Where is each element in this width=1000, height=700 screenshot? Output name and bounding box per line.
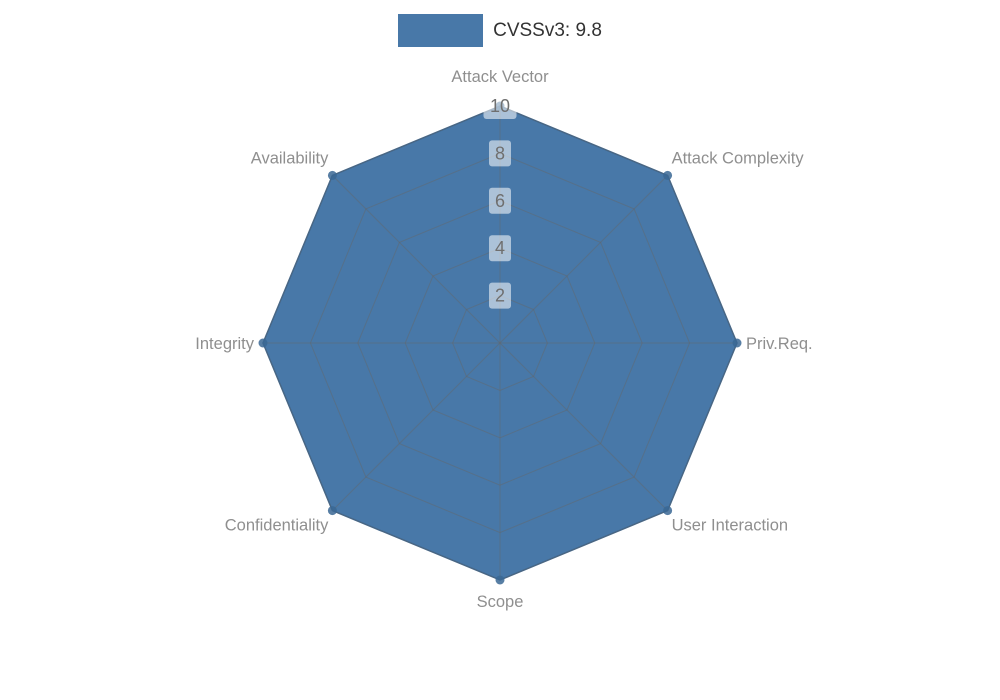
series-point [327,506,337,516]
grid-ring [357,200,643,486]
series-point [732,338,742,348]
series-point [663,170,673,180]
series-point [327,170,337,180]
axis-label: Availability [251,149,329,167]
axis-label: Scope [477,593,524,611]
axis-label: User Interaction [672,517,788,535]
grid-spoke [332,342,501,511]
tick-label-bg [489,282,511,309]
axis-label: Attack Complexity [672,149,805,167]
axis-label: Confidentiality [225,517,329,535]
tick-label-bg [489,235,511,262]
tick-label-bg [489,187,511,214]
tick-label: 6 [495,191,505,211]
series-point [258,338,268,348]
grid-spoke [499,342,668,511]
tick-label: 4 [495,238,505,258]
tick-label: 8 [495,143,505,163]
tick-label-bg [489,140,511,167]
axis-label: Priv.Req. [746,335,813,353]
axis-label: Integrity [195,335,254,353]
series-point [495,575,505,585]
tick-label: 2 [495,286,505,306]
axis-label: Attack Vector [451,68,549,86]
grid-ring [404,247,596,439]
grid-spoke [499,175,668,344]
series-point [663,506,673,516]
tick-label: 10 [490,96,510,116]
tick-label-bg [483,93,517,119]
grid-ring [309,152,691,534]
grid-ring [452,295,548,391]
grid-spoke [332,175,501,344]
